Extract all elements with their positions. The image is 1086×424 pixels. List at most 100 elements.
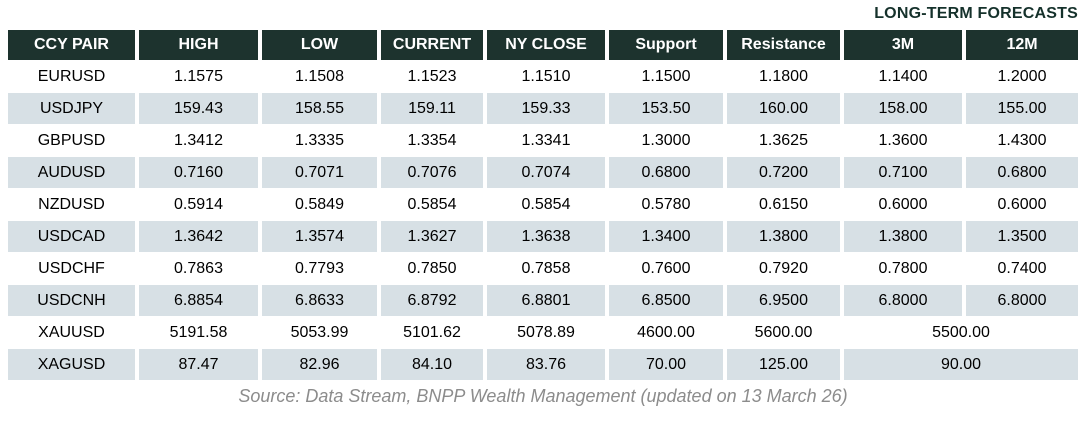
value-cell: 155.00	[966, 93, 1078, 124]
table-row-eurusd: EURUSD 1.1575 1.1508 1.1523 1.1510 1.1500 1.18…	[8, 61, 1078, 92]
table-body: EURUSD 1.1575 1.1508 1.1523 1.1510 1.1500 1.18…	[8, 61, 1078, 380]
value-cell: 1.3412	[139, 125, 258, 156]
pair-cell: USDCAD	[8, 221, 135, 252]
value-cell: 1.3600	[844, 125, 962, 156]
value-cell: 1.3642	[139, 221, 258, 252]
value-cell: 1.3625	[727, 125, 840, 156]
value-cell: 0.5854	[487, 189, 605, 220]
value-cell: 6.8854	[139, 285, 258, 316]
value-cell: 0.7920	[727, 253, 840, 284]
table-row-usdjpy: USDJPY 159.43 158.55 159.11 159.33 153.50 160.…	[8, 93, 1078, 124]
value-cell: 6.8500	[609, 285, 723, 316]
value-cell: 0.6000	[844, 189, 962, 220]
value-cell: 1.3500	[966, 221, 1078, 252]
value-cell: 1.3354	[381, 125, 483, 156]
pair-cell: USDJPY	[8, 93, 135, 124]
table-row-nzdusd: NZDUSD 0.5914 0.5849 0.5854 0.5854 0.5780 0.61…	[8, 189, 1078, 220]
value-cell: 0.6000	[966, 189, 1078, 220]
pair-cell: EURUSD	[8, 61, 135, 92]
value-cell: 87.47	[139, 349, 258, 380]
value-cell: 5500.00	[844, 317, 1078, 348]
value-cell: 159.11	[381, 93, 483, 124]
value-cell: 6.8801	[487, 285, 605, 316]
value-cell: 0.5849	[262, 189, 377, 220]
value-cell: 1.3400	[609, 221, 723, 252]
column-header-current: CURRENT	[381, 30, 483, 60]
value-cell: 1.3341	[487, 125, 605, 156]
value-cell: 0.7600	[609, 253, 723, 284]
value-cell: 0.7858	[487, 253, 605, 284]
value-cell: 0.7800	[844, 253, 962, 284]
long-term-forecasts-label: LONG-TERM FORECASTS	[874, 5, 1078, 22]
table-row-usdcnh: USDCNH 6.8854 6.8633 6.8792 6.8801 6.8500 6.95…	[8, 285, 1078, 316]
pair-cell: AUDUSD	[8, 157, 135, 188]
value-cell: 0.7793	[262, 253, 377, 284]
value-cell: 1.1575	[139, 61, 258, 92]
value-cell: 1.1510	[487, 61, 605, 92]
column-header-ccy-pair: CCY PAIR	[8, 30, 135, 60]
value-cell: 70.00	[609, 349, 723, 380]
pair-cell: GBPUSD	[8, 125, 135, 156]
value-cell: 1.1500	[609, 61, 723, 92]
value-cell: 0.6150	[727, 189, 840, 220]
value-cell: 0.7100	[844, 157, 962, 188]
table-row-xagusd: XAGUSD 87.47 82.96 84.10 83.76 70.00 125.00 90.…	[8, 349, 1078, 380]
value-cell: 6.8000	[966, 285, 1078, 316]
fx-forecast-table: CCY PAIR HIGH LOW CURRENT NY CLOSE Support Res…	[4, 29, 1082, 381]
value-cell: 0.5854	[381, 189, 483, 220]
table-row-xauusd: XAUUSD 5191.58 5053.99 5101.62 5078.89 4600.0…	[8, 317, 1078, 348]
value-cell: 1.1523	[381, 61, 483, 92]
value-cell: 0.6800	[966, 157, 1078, 188]
value-cell: 5053.99	[262, 317, 377, 348]
value-cell: 5600.00	[727, 317, 840, 348]
pair-cell: XAUUSD	[8, 317, 135, 348]
value-cell: 1.3638	[487, 221, 605, 252]
value-cell: 1.1800	[727, 61, 840, 92]
value-cell: 0.5914	[139, 189, 258, 220]
table-row-usdchf: USDCHF 0.7863 0.7793 0.7850 0.7858 0.7600 0.79…	[8, 253, 1078, 284]
value-cell: 83.76	[487, 349, 605, 380]
value-cell: 0.7074	[487, 157, 605, 188]
value-cell: 6.9500	[727, 285, 840, 316]
value-cell: 5101.62	[381, 317, 483, 348]
value-cell: 160.00	[727, 93, 840, 124]
value-cell: 0.7200	[727, 157, 840, 188]
value-cell: 1.1508	[262, 61, 377, 92]
value-cell: 5078.89	[487, 317, 605, 348]
column-header-low: LOW	[262, 30, 377, 60]
value-cell: 0.7400	[966, 253, 1078, 284]
table-header-row: CCY PAIR HIGH LOW CURRENT NY CLOSE Support Res…	[8, 30, 1078, 60]
pair-cell: USDCNH	[8, 285, 135, 316]
value-cell: 1.3335	[262, 125, 377, 156]
pair-cell: NZDUSD	[8, 189, 135, 220]
value-cell: 6.8633	[262, 285, 377, 316]
source-attribution: Source: Data Stream, BNPP Wealth Managem…	[238, 386, 848, 406]
column-header-resistance: Resistance	[727, 30, 840, 60]
table-row-usdcad: USDCAD 1.3642 1.3574 1.3627 1.3638 1.3400 1.38…	[8, 221, 1078, 252]
column-header-12m: 12M	[966, 30, 1078, 60]
value-cell: 1.1400	[844, 61, 962, 92]
value-cell: 0.5780	[609, 189, 723, 220]
value-cell: 1.3627	[381, 221, 483, 252]
value-cell: 0.7160	[139, 157, 258, 188]
table-row-audusd: AUDUSD 0.7160 0.7071 0.7076 0.7074 0.6800 0.72…	[8, 157, 1078, 188]
value-cell: 153.50	[609, 93, 723, 124]
table-row-gbpusd: GBPUSD 1.3412 1.3335 1.3354 1.3341 1.3000 1.36…	[8, 125, 1078, 156]
value-cell: 84.10	[381, 349, 483, 380]
value-cell: 1.3800	[727, 221, 840, 252]
value-cell: 6.8792	[381, 285, 483, 316]
table-header: CCY PAIR HIGH LOW CURRENT NY CLOSE Support Res…	[8, 30, 1078, 60]
value-cell: 1.3800	[844, 221, 962, 252]
value-cell: 0.7863	[139, 253, 258, 284]
value-cell: 0.7076	[381, 157, 483, 188]
value-cell: 1.3574	[262, 221, 377, 252]
column-header-ny-close: NY CLOSE	[487, 30, 605, 60]
value-cell: 90.00	[844, 349, 1078, 380]
value-cell: 159.33	[487, 93, 605, 124]
value-cell: 4600.00	[609, 317, 723, 348]
value-cell: 0.7071	[262, 157, 377, 188]
pair-cell: XAGUSD	[8, 349, 135, 380]
value-cell: 82.96	[262, 349, 377, 380]
column-header-high: HIGH	[139, 30, 258, 60]
value-cell: 1.4300	[966, 125, 1078, 156]
